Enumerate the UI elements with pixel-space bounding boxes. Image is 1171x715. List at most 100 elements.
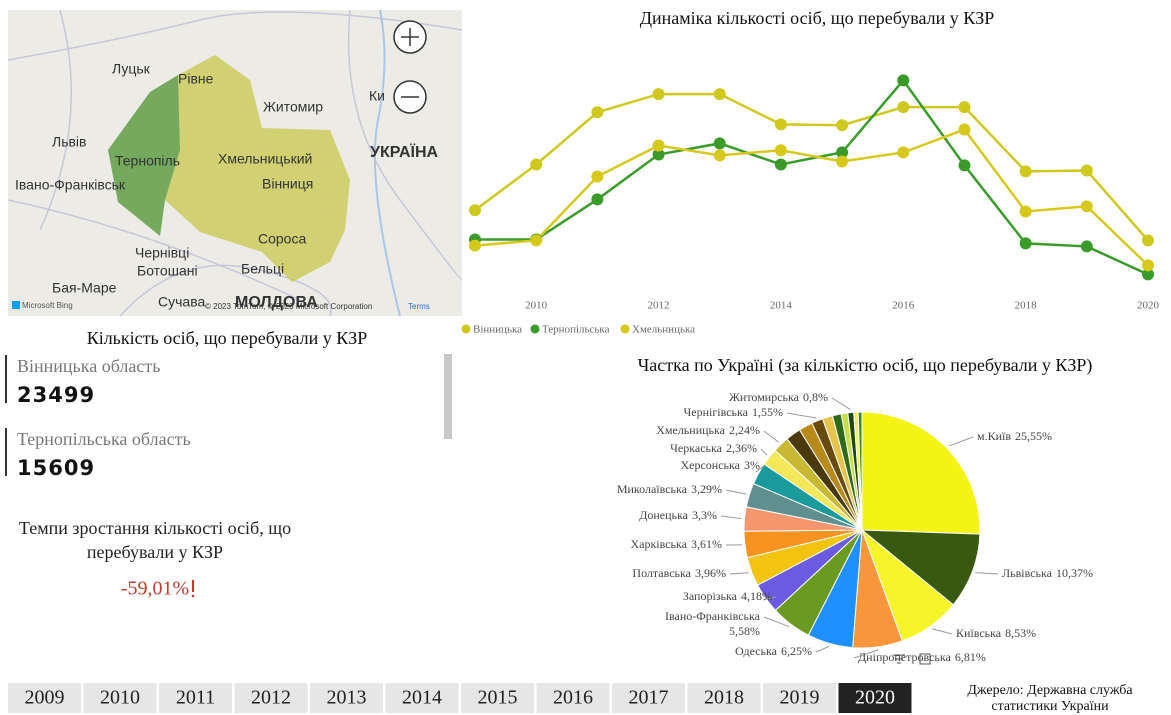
data-point[interactable] xyxy=(653,88,665,100)
data-point[interactable] xyxy=(836,155,848,167)
x-tick-label: 2014 xyxy=(770,300,793,312)
growth-value: -59,01% xyxy=(121,578,189,600)
data-point[interactable] xyxy=(775,118,787,130)
x-tick-label: 2012 xyxy=(648,300,670,312)
dashboard: Динаміка кількості осіб, що перебували у… xyxy=(0,0,1171,713)
pie-label-name: Миколаївська xyxy=(617,482,688,496)
pie-label-name: Донецька xyxy=(639,508,688,522)
data-point[interactable] xyxy=(897,146,909,158)
pie-label-value: 6,25% xyxy=(781,644,812,658)
data-point[interactable] xyxy=(1081,240,1093,252)
pie-label-value: 2,24% xyxy=(729,423,760,437)
pie-label-value: 3,3% xyxy=(692,508,717,522)
card-accent xyxy=(5,428,7,476)
legend-label: Тернопільська xyxy=(542,324,610,336)
map-label: Хмельницький xyxy=(218,151,312,167)
data-point[interactable] xyxy=(591,171,603,183)
data-point[interactable] xyxy=(958,101,970,113)
pie-label-value: 3,29% xyxy=(691,482,722,496)
legend-marker xyxy=(462,325,471,334)
data-point[interactable] xyxy=(836,119,848,131)
scrollbar[interactable] xyxy=(444,354,452,439)
data-point[interactable] xyxy=(1020,165,1032,177)
pie-label-name: Івано-Франківська xyxy=(665,609,761,623)
data-point[interactable] xyxy=(653,139,665,151)
map-label: Вінниця xyxy=(262,176,313,192)
legend-marker xyxy=(621,325,630,334)
data-point[interactable] xyxy=(530,158,542,170)
pie-label-value: 2,36% xyxy=(726,441,757,455)
data-point[interactable] xyxy=(897,74,909,86)
pie-label-value: 3% xyxy=(744,458,760,472)
leader-line xyxy=(816,646,829,652)
bing-logo xyxy=(12,301,20,309)
dashboard-canvas: Динаміка кількості осіб, що перебували у… xyxy=(0,0,1171,713)
pie-label-value: 8,53% xyxy=(1005,626,1036,640)
slicer-label: 2020 xyxy=(855,687,895,709)
data-point[interactable] xyxy=(1081,165,1093,177)
pie-label-name: Запорізька xyxy=(683,589,738,603)
data-point[interactable] xyxy=(591,193,603,205)
data-point[interactable] xyxy=(530,234,542,246)
data-point[interactable] xyxy=(714,137,726,149)
data-point[interactable] xyxy=(591,106,603,118)
warning-icon xyxy=(192,580,195,597)
card-label: Вінницька область xyxy=(17,356,160,376)
data-point[interactable] xyxy=(1142,259,1154,271)
map-label: Тернопіль xyxy=(115,153,180,169)
data-point[interactable] xyxy=(1142,234,1154,246)
x-tick-label: 2016 xyxy=(892,300,915,312)
map-label: Сороса xyxy=(258,231,306,247)
leader-line xyxy=(932,629,952,634)
pie-label-value: 10,37% xyxy=(1056,566,1093,580)
leader-line xyxy=(726,490,746,494)
pie-label-value: 25,55% xyxy=(1015,429,1052,443)
data-point[interactable] xyxy=(714,88,726,100)
data-point[interactable] xyxy=(958,124,970,136)
data-point[interactable] xyxy=(469,204,481,216)
pie-chart-title: Частка по Україні (за кількістю осіб, що… xyxy=(638,355,1093,376)
data-point[interactable] xyxy=(775,144,787,156)
map-label: Луцьк xyxy=(112,61,151,77)
pie-label-name: м.Київ xyxy=(977,429,1011,443)
data-point[interactable] xyxy=(714,149,726,161)
data-point[interactable] xyxy=(775,158,787,170)
slicer-label: 2012 xyxy=(251,687,291,709)
line-chart-title: Динаміка кількості осіб, що перебували у… xyxy=(640,8,995,28)
pie-label-name: Київська xyxy=(956,626,1002,640)
pie-label-value: 4,18% xyxy=(741,589,772,603)
map-label: Бая-Маре xyxy=(52,280,117,296)
map-label: Рівне xyxy=(178,71,214,87)
legend-label: Вінницька xyxy=(473,324,522,336)
map-terms[interactable]: Terms xyxy=(408,302,430,311)
pie-label-name: Херсонська xyxy=(680,458,740,472)
slicer-label: 2016 xyxy=(553,687,593,709)
pie-slice[interactable] xyxy=(862,412,980,534)
leader-line xyxy=(721,516,742,519)
x-tick-label: 2018 xyxy=(1015,300,1038,312)
data-point[interactable] xyxy=(958,159,970,171)
data-point[interactable] xyxy=(1081,200,1093,212)
leader-line xyxy=(787,413,816,418)
data-point[interactable] xyxy=(897,101,909,113)
line-series xyxy=(475,94,1148,240)
slicer-label: 2014 xyxy=(402,687,442,709)
data-point[interactable] xyxy=(1020,205,1032,217)
slicer-label: 2009 xyxy=(25,687,65,709)
card-value: 15609 xyxy=(17,456,95,480)
map-label: Львів xyxy=(52,134,86,150)
data-point[interactable] xyxy=(1020,237,1032,249)
pie-label-name: Одеська xyxy=(735,644,778,658)
map-label: Ки xyxy=(369,88,385,104)
map-label: Житомир xyxy=(263,99,323,115)
pie-label-name: Хмельницька xyxy=(656,423,725,437)
map-label: УКРАЇНА xyxy=(370,143,439,161)
data-point[interactable] xyxy=(469,240,481,252)
